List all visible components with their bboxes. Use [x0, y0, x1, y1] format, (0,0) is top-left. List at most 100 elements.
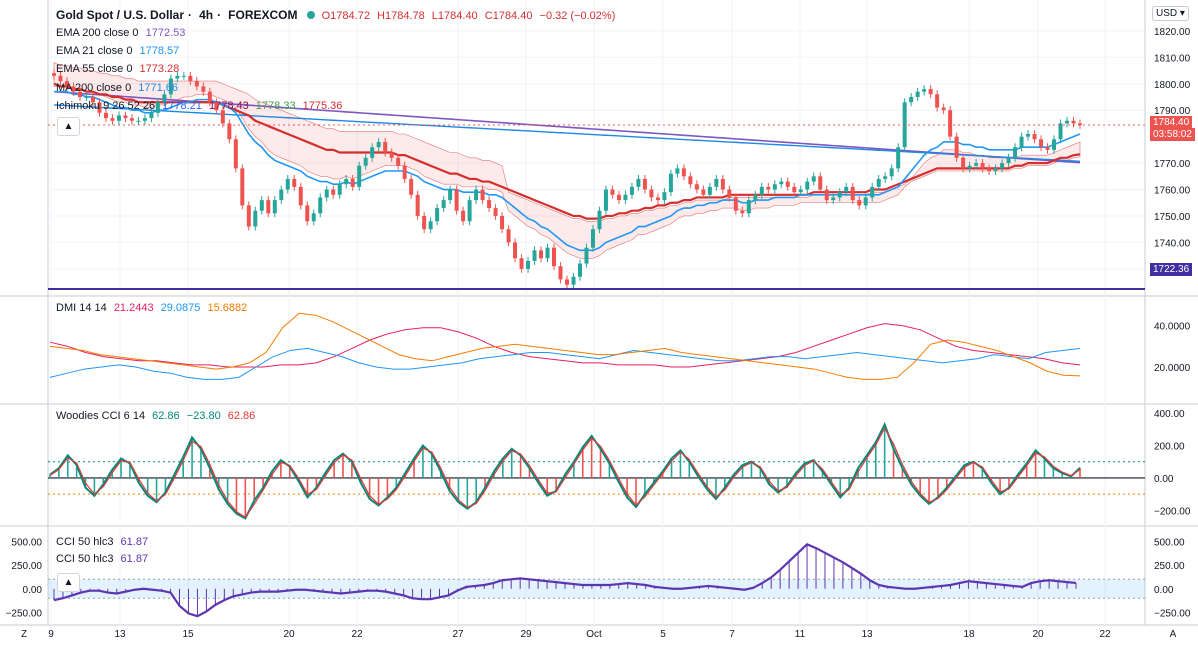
- candle-body: [64, 81, 69, 87]
- legend-cci-v3: 62.86: [227, 410, 256, 422]
- legend-ichimoku[interactable]: Ichimoku 9 26 52 26 1778.21 1778.43 1778…: [56, 100, 346, 112]
- interval-label[interactable]: 4h: [199, 8, 214, 22]
- time-label: Oct: [586, 629, 602, 640]
- collapse-legend-button[interactable]: ▲: [57, 117, 80, 136]
- candle-body: [324, 189, 329, 198]
- candle-body: [181, 75, 186, 77]
- cci-tick-label: 0.00: [1154, 474, 1174, 485]
- legend-woodies-cci[interactable]: Woodies CCI 6 14 62.86 −23.80 62.86: [56, 410, 259, 422]
- price-tick-label: 1760.00: [1154, 186, 1191, 197]
- candle-body: [454, 189, 459, 211]
- cci50-tick-label-right: 0.00: [1154, 585, 1174, 596]
- cci50-tick-label-right: −250.00: [1154, 608, 1191, 619]
- candle-body: [259, 200, 264, 211]
- price-tick-label: 1750.00: [1154, 212, 1191, 223]
- dmi-tick-label: 40.0000: [1154, 322, 1191, 333]
- legend-ma200[interactable]: MA 200 close 0 1771.66: [56, 82, 182, 94]
- chart-header: Gold Spot / U.S. Dollar · 4h · FOREXCOM O1…: [56, 8, 616, 22]
- candle-body: [337, 184, 342, 195]
- dmi-tick-label: 20.0000: [1154, 363, 1191, 374]
- legend-ema55[interactable]: EMA 55 close 0 1773.28: [56, 63, 183, 75]
- candle-body: [883, 176, 888, 179]
- dmi-series-line: [49, 312, 1081, 380]
- currency-button[interactable]: USD ▾: [1152, 6, 1189, 21]
- legend-ichimoku-value1: 1778.21: [162, 100, 202, 112]
- candle-body: [415, 194, 420, 216]
- candle-body: [240, 168, 245, 206]
- dmi-series-line: [49, 323, 1081, 368]
- legend-ema21[interactable]: EMA 21 close 0 1778.57: [56, 45, 183, 57]
- chevron-up-icon: ▲: [63, 121, 74, 132]
- cci50-tick-label-left: −250.00: [6, 608, 43, 619]
- cci-tick-label: −200.00: [1154, 506, 1191, 517]
- cci-tick-label: 200.00: [1154, 442, 1185, 453]
- candle-body: [97, 102, 102, 113]
- legend-cci50-b[interactable]: CCI 50 hlc3 61.87: [56, 553, 152, 565]
- candle-body: [759, 186, 764, 195]
- ma200-line: [53, 104, 1081, 163]
- ohlc-low: L1784.40: [431, 10, 478, 22]
- ema200-line: [53, 90, 1081, 164]
- candle-body: [292, 178, 297, 187]
- legend-ema55-label: EMA 55 close 0: [56, 63, 133, 75]
- collapse-pane-button[interactable]: ▲: [57, 573, 80, 592]
- candle-body: [168, 78, 173, 95]
- candle-body: [1065, 120, 1070, 124]
- candle-body: [603, 189, 608, 211]
- timezone-label: Z: [21, 629, 27, 640]
- candle-body: [363, 157, 368, 166]
- candle-body: [279, 189, 284, 201]
- candle-body: [129, 118, 134, 121]
- ohlc-open: O1784.72: [321, 10, 370, 22]
- candle-body: [214, 102, 219, 111]
- cci-turbo-line: [49, 426, 1081, 519]
- candle-body: [402, 165, 407, 179]
- legend-cci50b-label: CCI 50 hlc3: [56, 553, 114, 565]
- candle-body: [714, 178, 719, 187]
- candle-body: [526, 260, 531, 269]
- candle-body: [824, 189, 829, 201]
- candle-body: [642, 178, 647, 190]
- candle-body: [331, 189, 336, 195]
- currency-label: USD: [1156, 8, 1178, 19]
- legend-ichimoku-label: Ichimoku 9 26 52 26: [56, 100, 156, 112]
- candle-body: [58, 75, 63, 82]
- candle-body: [662, 192, 667, 201]
- candle-body: [285, 178, 290, 190]
- candle-body: [1006, 157, 1011, 164]
- legend-ema200-value: 1772.53: [145, 27, 186, 39]
- candle-body: [896, 147, 901, 169]
- dmi-series-line: [49, 347, 1081, 380]
- candle-body: [993, 168, 998, 172]
- candle-body: [694, 184, 699, 190]
- legend-cci50-a[interactable]: CCI 50 hlc3 61.87: [56, 536, 152, 548]
- candle-body: [961, 157, 966, 169]
- ohlc-close: C1784.40: [484, 10, 533, 22]
- symbol-title[interactable]: Gold Spot / U.S. Dollar: [56, 8, 185, 22]
- candle-body: [474, 189, 479, 201]
- candle-body: [649, 189, 654, 198]
- candle-body: [733, 197, 738, 211]
- candle-body: [954, 136, 959, 158]
- legend-ema200[interactable]: EMA 200 close 0 1772.53: [56, 27, 189, 39]
- candle-body: [766, 186, 771, 190]
- cci50-band: [48, 579, 1145, 599]
- candle-body: [844, 186, 849, 193]
- candle-body: [149, 112, 154, 119]
- candle-body: [142, 118, 147, 121]
- ichimoku-cloud: [53, 62, 1081, 259]
- legend-cci50a-label: CCI 50 hlc3: [56, 536, 114, 548]
- cci50-tick-label-right: 500.00: [1154, 537, 1185, 548]
- candle-body: [831, 197, 836, 201]
- candle-body: [616, 194, 621, 201]
- candle-body: [201, 86, 206, 92]
- time-label: 7: [729, 629, 735, 640]
- candle-body: [623, 194, 628, 201]
- candle-body: [532, 250, 537, 261]
- legend-dmi[interactable]: DMI 14 14 21.2443 29.0875 15.6882: [56, 302, 251, 314]
- candle-body: [123, 115, 128, 119]
- price-tick-label: 1770.00: [1154, 159, 1191, 170]
- candle-body: [584, 247, 589, 264]
- candle-body: [246, 205, 251, 227]
